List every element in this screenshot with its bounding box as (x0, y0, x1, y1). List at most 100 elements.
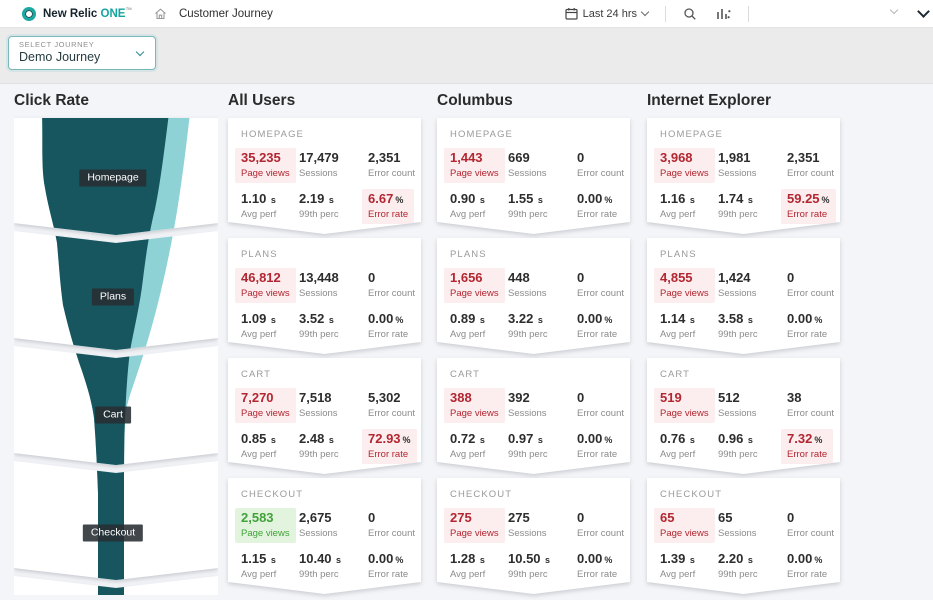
stage-metrics-card[interactable]: HOMEPAGE 3,968 Page views 1,981 Sessions 2,35… (647, 118, 840, 234)
metric-99th-perc: 0.97 s 99th perc (508, 432, 577, 462)
unit-suffix: s (477, 314, 485, 325)
unit-suffix: s (535, 194, 543, 205)
new-relic-logo-icon[interactable] (22, 6, 36, 21)
stage-card-wrap: CHECKOUT 65 Page views 65 Sessions 0 Error cou… (647, 478, 840, 594)
stage-metrics-card[interactable]: CART 388 Page views 392 Sessions 0 Error count… (437, 358, 630, 474)
metric-99th-perc-patch: 3.22 s 99th perc (502, 309, 554, 344)
metrics-row-counts: 35,235 Page views 17,479 Sessions 2,351 Error… (241, 151, 408, 181)
metric-99th-perc: 2.48 s 99th perc (299, 432, 368, 462)
metric-error-count-label: Error count (787, 167, 834, 179)
stage-metrics-card[interactable]: CART 7,270 Page views 7,518 Sessions 5,302 Err… (228, 358, 421, 474)
metric-sessions-label: Sessions (299, 167, 338, 179)
metric-99th-perc-label: 99th perc (718, 328, 758, 340)
metric-avg-perf: 0.89 s Avg perf (450, 312, 508, 342)
metric-99th-perc-value: 0.96 s (718, 430, 753, 446)
metric-avg-perf-value: 1.14 s (660, 310, 695, 326)
metric-sessions-patch: 512 Sessions (712, 388, 763, 423)
metric-page-views-patch: 388 Page views (444, 388, 505, 423)
metric-error-count-label: Error count (577, 287, 624, 299)
stage-card-title: HOMEPAGE (241, 129, 304, 140)
metric-error-rate: 0.00% Error rate (368, 552, 408, 582)
journey-select-label: SELECT JOURNEY (19, 40, 95, 49)
metric-avg-perf-patch: 0.90 s Avg perf (444, 189, 491, 224)
metrics-row-counts: 1,443 Page views 669 Sessions 0 Error count (450, 151, 617, 181)
metric-sessions-label: Sessions (718, 287, 757, 299)
home-icon[interactable] (154, 7, 167, 20)
breadcrumb[interactable]: Customer Journey (178, 7, 273, 20)
metric-page-views-label: Page views (660, 287, 709, 299)
metric-page-views-value: 3,968 (660, 150, 693, 165)
metric-error-rate-value: 7.32% (787, 430, 823, 446)
metric-page-views: 1,443 Page views (450, 151, 508, 181)
unit-suffix: % (814, 434, 823, 445)
metric-page-views-value: 65 (660, 510, 675, 525)
funnel-label-checkout: Checkout (82, 524, 144, 542)
metric-99th-perc-label: 99th perc (299, 328, 339, 340)
metric-99th-perc-patch: 10.50 s 99th perc (502, 549, 556, 584)
search-icon[interactable] (683, 7, 697, 21)
metric-column: HOMEPAGE 3,968 Page views 1,981 Sessions 2,35… (647, 118, 840, 598)
metric-avg-perf-label: Avg perf (450, 448, 486, 460)
unit-suffix: % (814, 314, 823, 325)
metric-error-rate-value: 0.00% (577, 190, 613, 206)
metric-avg-perf-value: 1.15 s (241, 550, 276, 566)
metric-sessions-patch: 392 Sessions (502, 388, 553, 423)
metric-99th-perc-label: 99th perc (718, 208, 758, 220)
top-nav: New Relic ONE™ Customer Journey Last 24 … (0, 0, 933, 28)
metric-sessions-patch: 17,479 Sessions (293, 148, 345, 183)
metric-error-rate: 0.00% Error rate (787, 552, 827, 582)
funnel-label-homepage: Homepage (79, 169, 147, 187)
metric-error-count: 38 Error count (787, 391, 834, 421)
metric-error-rate-patch: 0.00% Error rate (362, 309, 414, 344)
metric-sessions: 392 Sessions (508, 391, 577, 421)
metrics-row-perf: 1.10 s Avg perf 2.19 s 99th perc 6.67% Error … (241, 192, 408, 222)
stage-metrics-card[interactable]: HOMEPAGE 35,235 Page views 17,479 Sessions 2,… (228, 118, 421, 234)
column-title: Internet Explorer (647, 92, 772, 109)
metric-page-views: 519 Page views (660, 391, 718, 421)
metric-error-rate-label: Error rate (368, 448, 409, 460)
metrics-row-perf: 1.15 s Avg perf 10.40 s 99th perc 0.00% Error… (241, 552, 408, 582)
metric-avg-perf-label: Avg perf (450, 328, 486, 340)
time-picker[interactable]: Last 24 hrs (564, 5, 753, 22)
unit-suffix: s (745, 194, 753, 205)
unit-suffix: s (687, 554, 695, 565)
unit-suffix: % (395, 554, 404, 565)
stage-metrics-card[interactable]: CART 519 Page views 512 Sessions 38 Error coun… (647, 358, 840, 474)
unit-suffix: s (268, 314, 276, 325)
scroll-down-chevron[interactable] (917, 5, 930, 18)
metric-error-count-value: 2,351 (368, 150, 401, 165)
stage-card-wrap: CART 7,270 Page views 7,518 Sessions 5,302 Err… (228, 358, 421, 474)
metric-error-rate: 0.00% Error rate (577, 552, 617, 582)
metric-avg-perf-patch: 1.15 s Avg perf (235, 549, 282, 584)
journey-select[interactable]: SELECT JOURNEY Demo Journey (8, 36, 156, 70)
metric-error-rate-patch: 7.32% Error rate (781, 429, 833, 464)
stage-card-wrap: HOMEPAGE 35,235 Page views 17,479 Sessions 2,… (228, 118, 421, 234)
metric-sessions: 65 Sessions (718, 511, 787, 541)
metric-page-views-label: Page views (241, 167, 290, 179)
metric-99th-perc-label: 99th perc (299, 208, 339, 220)
metric-column: HOMEPAGE 1,443 Page views 669 Sessions 0 Error… (437, 118, 630, 598)
unit-suffix: s (268, 194, 276, 205)
stage-metrics-card[interactable]: CHECKOUT 2,583 Page views 2,675 Sessions 0 Err… (228, 478, 421, 594)
stage-card-title: CHECKOUT (241, 489, 304, 500)
chart-builder-icon[interactable] (716, 7, 731, 21)
metric-error-count-label: Error count (787, 527, 834, 539)
metric-avg-perf-patch: 1.39 s Avg perf (654, 549, 701, 584)
stage-metrics-card[interactable]: PLANS 4,855 Page views 1,424 Sessions 0 Error … (647, 238, 840, 354)
unit-suffix: % (604, 194, 613, 205)
unit-suffix: s (326, 434, 334, 445)
stage-card-wrap: PLANS 1,656 Page views 448 Sessions 0 Error co… (437, 238, 630, 354)
stage-metrics-card[interactable]: PLANS 46,812 Page views 13,448 Sessions 0 Erro… (228, 238, 421, 354)
metrics-row-counts: 388 Page views 392 Sessions 0 Error count (450, 391, 617, 421)
stage-card-title: CART (241, 369, 272, 380)
stage-metrics-card[interactable]: CHECKOUT 65 Page views 65 Sessions 0 Error cou… (647, 478, 840, 594)
metric-sessions-label: Sessions (299, 407, 338, 419)
stage-metrics-card[interactable]: HOMEPAGE 1,443 Page views 669 Sessions 0 Error… (437, 118, 630, 234)
panel-collapse-chevron[interactable] (889, 5, 899, 15)
metric-error-rate-value: 0.00% (787, 550, 823, 566)
metric-page-views: 1,656 Page views (450, 271, 508, 301)
metric-error-rate-label: Error rate (787, 568, 828, 580)
stage-metrics-card[interactable]: CHECKOUT 275 Page views 275 Sessions 0 Error c… (437, 478, 630, 594)
stage-metrics-card[interactable]: PLANS 1,656 Page views 448 Sessions 0 Error co… (437, 238, 630, 354)
metric-sessions-value: 1,981 (718, 150, 751, 165)
